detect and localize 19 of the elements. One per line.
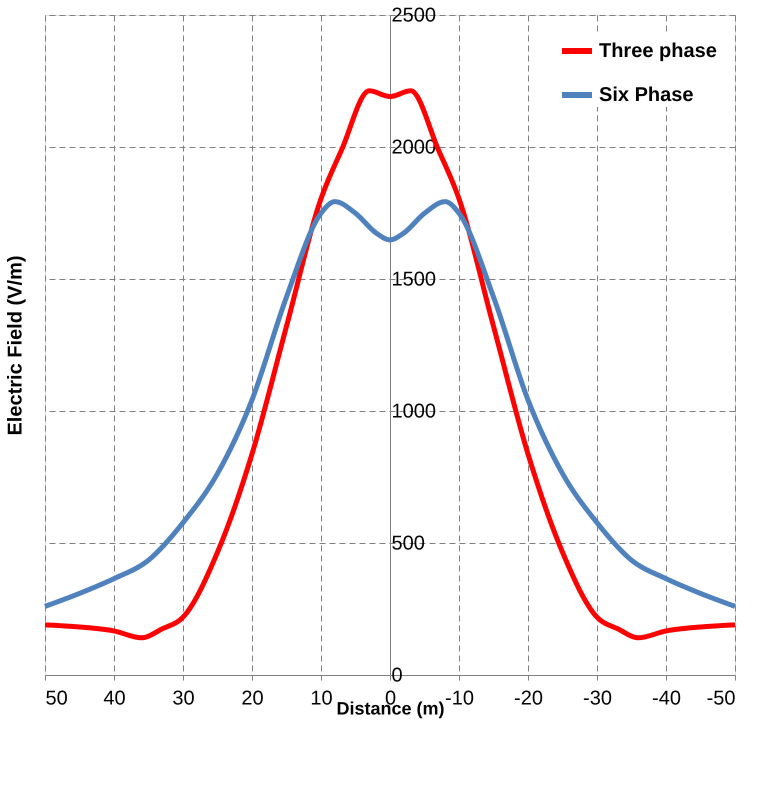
y-tick-label: 1500 [392, 268, 436, 290]
x-tick-label: -20 [514, 688, 543, 710]
y-tick-label: 1000 [392, 400, 436, 422]
legend-label: Three phase [599, 40, 717, 62]
legend-label: Six Phase [599, 84, 694, 106]
y-tick-label: 2500 [392, 4, 436, 26]
x-tick-label: 50 [46, 688, 68, 710]
x-tick-label: -30 [583, 688, 612, 710]
y-tick-label: 500 [392, 532, 425, 554]
x-tick-label: 40 [103, 688, 126, 710]
x-tick-label: 20 [241, 688, 264, 710]
x-tick-label: 30 [172, 688, 195, 710]
x-tick-label: -10 [445, 688, 474, 710]
x-tick-label: -50 [706, 688, 736, 710]
x-tick-label: -40 [652, 688, 681, 710]
y-axis-title: Electric Field (V/m) [4, 255, 26, 436]
y-tick-label: 2000 [392, 136, 436, 158]
y-tick-label: 0 [392, 664, 403, 686]
x-tick-label: 10 [310, 688, 333, 710]
